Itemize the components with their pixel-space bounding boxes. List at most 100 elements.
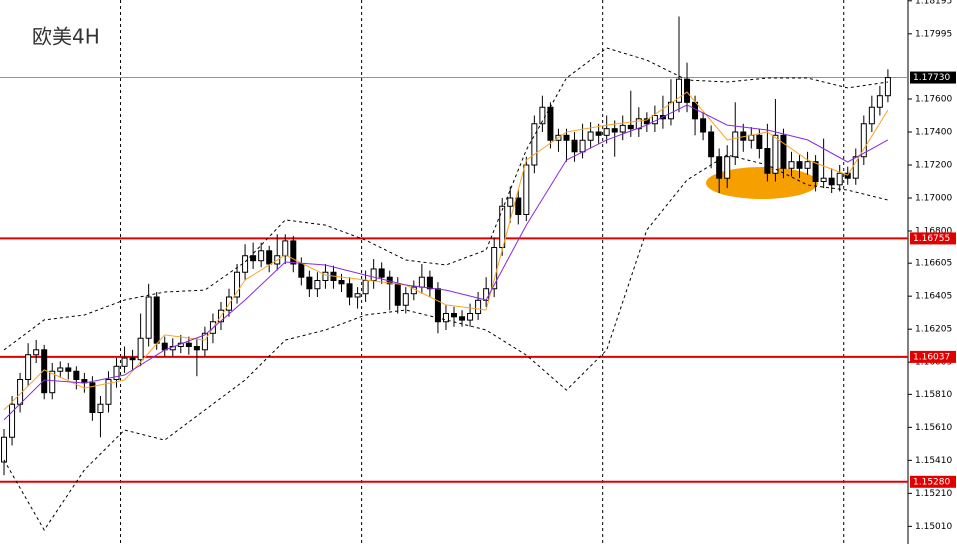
y-tick-label: 1.15010	[915, 522, 952, 532]
candle-body	[491, 246, 498, 290]
y-tick-label: 1.16800	[915, 226, 952, 236]
candle-body	[820, 177, 827, 182]
candle-body	[234, 271, 241, 298]
candle-body	[748, 134, 755, 141]
y-tick-label: 1.15810	[915, 390, 952, 400]
level-label: 1.16037	[913, 352, 950, 362]
candle-body	[346, 283, 353, 298]
moving-average	[3, 104, 889, 421]
candle-body	[57, 367, 64, 372]
band-line	[3, 47, 888, 351]
level-label-box	[910, 232, 956, 245]
candle-body	[426, 276, 433, 290]
candle-body	[49, 370, 56, 394]
candle-body	[852, 156, 859, 179]
candle-body	[282, 240, 289, 257]
candle-body	[667, 101, 674, 120]
candle-body	[772, 134, 779, 174]
candle-body	[121, 357, 128, 367]
time-grid	[120, 0, 845, 544]
candle-body	[73, 370, 80, 380]
candle-body	[836, 172, 843, 186]
candle-body	[33, 349, 40, 356]
candle-body	[451, 312, 457, 318]
candle-body	[860, 123, 867, 158]
candle-body	[507, 197, 514, 207]
candle-body	[732, 131, 739, 158]
y-tick-label: 1.15610	[915, 423, 952, 433]
candle-body	[442, 312, 449, 323]
candle-body	[483, 288, 490, 301]
candle-body	[587, 131, 594, 141]
y-tick-label: 1.15410	[915, 456, 952, 466]
candle-body	[499, 205, 506, 248]
candle-body	[523, 164, 530, 215]
candle-body	[812, 161, 819, 182]
candle-body	[25, 354, 32, 380]
candle-body	[105, 378, 112, 405]
candle-body	[250, 255, 257, 262]
candle-body	[258, 250, 265, 262]
candle-body	[563, 134, 570, 141]
candle-body	[796, 161, 803, 169]
y-tick-label: 1.17000	[915, 193, 952, 203]
level-label-box	[910, 475, 956, 488]
candle-body	[635, 118, 642, 130]
candle-body	[266, 250, 273, 265]
candle-body	[788, 161, 795, 169]
candle-body	[145, 296, 152, 339]
y-tick-label: 1.16605	[915, 259, 952, 269]
candle-body	[708, 131, 715, 158]
candle-body	[876, 95, 883, 108]
candle-body	[884, 77, 891, 97]
candle-body	[370, 268, 377, 281]
candle-body	[804, 161, 811, 169]
candle-body	[290, 240, 297, 265]
candle-body	[459, 316, 466, 321]
candle-body	[314, 279, 321, 290]
candle-body	[242, 255, 249, 273]
candle-body	[193, 345, 200, 351]
candle-body	[97, 403, 104, 413]
current-price-box	[910, 71, 956, 84]
candle-body	[9, 403, 16, 438]
candle-body	[780, 134, 787, 169]
candle-body	[475, 299, 482, 314]
candle-body	[764, 147, 771, 174]
y-tick-label: 1.16405	[915, 292, 952, 302]
level-label-box	[910, 350, 956, 363]
candle-body	[756, 134, 763, 149]
candle-body	[322, 271, 329, 281]
candle-body	[402, 293, 409, 306]
candle-body	[868, 106, 875, 125]
candle-body	[113, 365, 120, 380]
level-label: 1.16755	[913, 234, 950, 244]
candle-body	[539, 106, 546, 125]
y-tick-label: 1.18195	[915, 0, 952, 6]
candle-body	[515, 197, 522, 215]
moving-average	[3, 91, 889, 411]
y-tick-label: 1.17200	[915, 160, 952, 170]
candle-body	[434, 288, 441, 323]
y-tick-label: 1.17600	[915, 94, 952, 104]
candle-body	[1, 436, 8, 463]
candle-body	[362, 279, 369, 295]
candle-body	[579, 139, 586, 153]
candle-body	[531, 123, 538, 166]
y-tick-label: 1.16205	[915, 325, 952, 335]
candle-body	[828, 177, 835, 186]
y-tick-label: 1.17400	[915, 127, 952, 137]
candle-body	[65, 367, 72, 372]
candle-body	[298, 263, 305, 278]
y-tick-label: 1.15210	[915, 489, 952, 499]
candle-body	[338, 279, 345, 285]
candle-body	[684, 78, 691, 103]
candle-body	[467, 312, 474, 321]
level-label: 1.15280	[913, 477, 950, 487]
candle-body	[201, 332, 208, 351]
candle-body	[354, 293, 361, 298]
candle-body	[844, 172, 851, 179]
candle-body	[89, 382, 96, 413]
